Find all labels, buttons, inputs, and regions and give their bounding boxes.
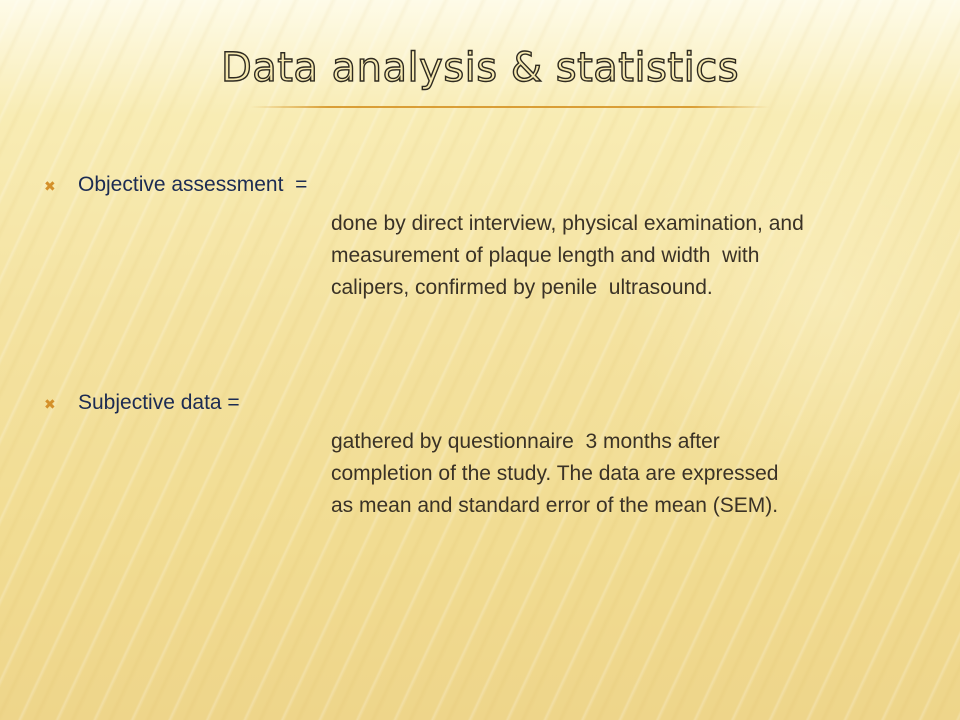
- title-underline: [250, 106, 770, 108]
- subjective-data-heading: Subjective data =: [78, 391, 240, 414]
- objective-line-3: calipers, confirmed by penile ultrasound…: [331, 276, 713, 299]
- objective-line-2: measurement of plaque length and width w…: [331, 244, 760, 267]
- objective-line-1: done by direct interview, physical exami…: [331, 212, 804, 235]
- slide-title: Data analysis & statistics: [220, 44, 740, 91]
- subjective-line-3: as mean and standard error of the mean (…: [331, 494, 779, 517]
- x-mark-icon: ✖: [44, 397, 56, 413]
- subjective-line-1: gathered by questionnaire 3 months after: [331, 430, 720, 453]
- x-mark-icon: ✖: [44, 179, 56, 195]
- subjective-line-2: completion of the study. The data are ex…: [331, 462, 779, 485]
- objective-assessment-heading: Objective assessment =: [78, 173, 308, 196]
